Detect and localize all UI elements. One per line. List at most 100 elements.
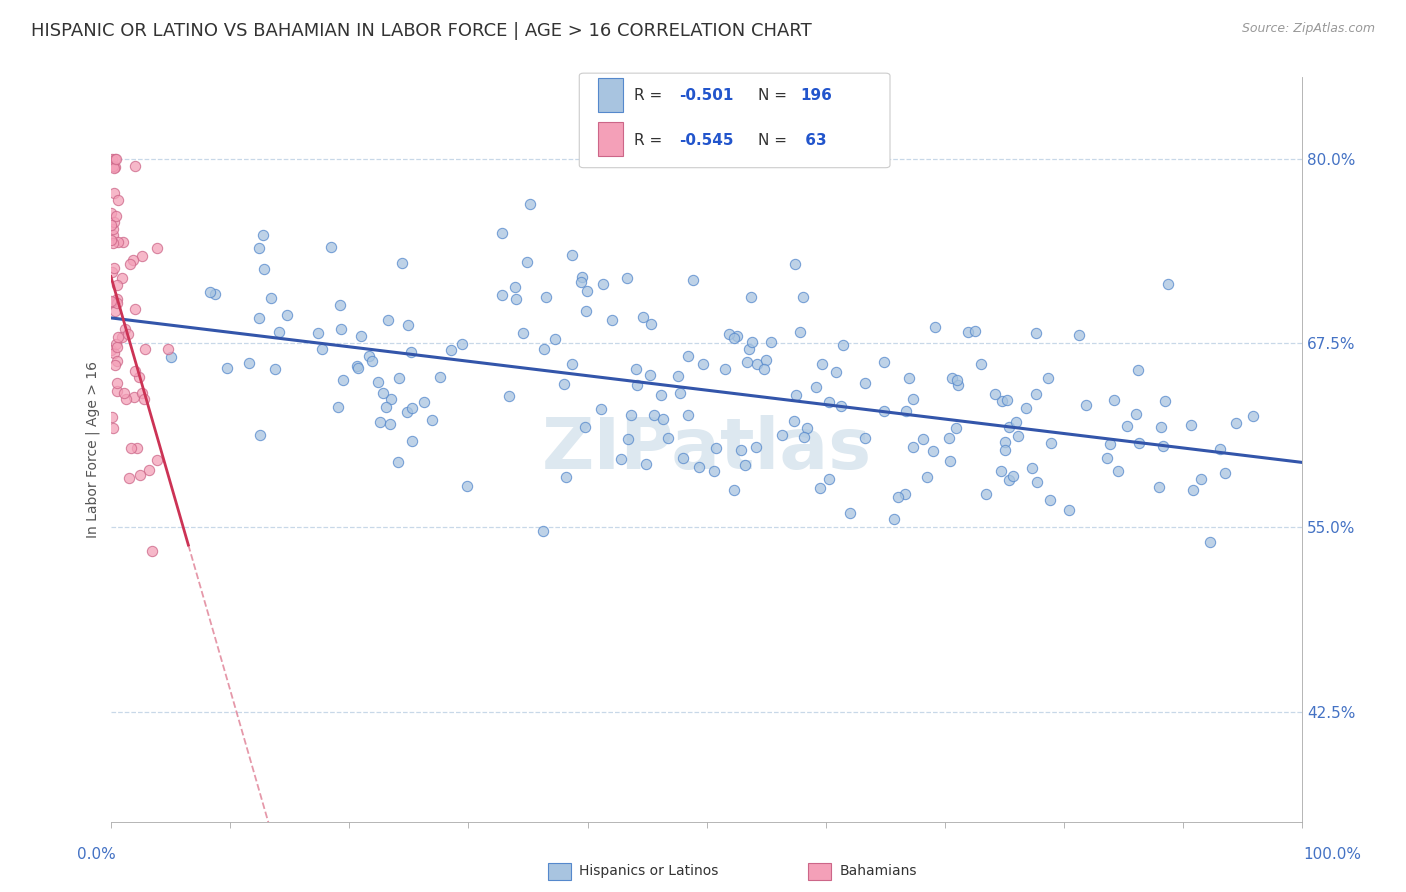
- Point: [830, 400, 852, 414]
- Text: HISPANIC OR LATINO VS BAHAMIAN IN LABOR FORCE | AGE > 16 CORRELATION CHART: HISPANIC OR LATINO VS BAHAMIAN IN LABOR …: [31, 22, 811, 40]
- Point: [198, 285, 221, 299]
- Point: [115, 392, 138, 406]
- Point: [101, 221, 124, 235]
- Point: [941, 371, 963, 385]
- Point: [131, 386, 153, 401]
- Point: [1147, 480, 1170, 494]
- Point: [938, 431, 960, 445]
- Point: [576, 284, 599, 298]
- Point: [215, 360, 238, 375]
- Point: [735, 355, 758, 369]
- Point: [346, 360, 368, 375]
- Point: [759, 335, 782, 350]
- Point: [103, 260, 125, 275]
- Point: [105, 296, 128, 310]
- Point: [544, 332, 567, 346]
- Point: [872, 404, 894, 418]
- Point: [643, 408, 665, 422]
- Point: [117, 326, 139, 341]
- Text: R =: R =: [634, 88, 668, 103]
- Point: [624, 362, 647, 376]
- Point: [103, 215, 125, 229]
- Point: [990, 464, 1012, 478]
- Point: [371, 385, 394, 400]
- Point: [1067, 328, 1090, 343]
- Point: [990, 394, 1012, 409]
- Point: [101, 265, 124, 279]
- Point: [104, 160, 127, 174]
- Point: [307, 326, 329, 340]
- Point: [650, 388, 672, 402]
- Point: [101, 152, 124, 166]
- Point: [141, 543, 163, 558]
- Point: [672, 450, 695, 465]
- Point: [1128, 435, 1150, 450]
- Point: [491, 226, 513, 240]
- Point: [1039, 493, 1062, 508]
- Point: [112, 385, 135, 400]
- Point: [1074, 398, 1097, 412]
- Point: [146, 452, 169, 467]
- Point: [124, 364, 146, 378]
- Point: [249, 428, 271, 442]
- Point: [626, 378, 648, 392]
- Point: [329, 298, 352, 312]
- Point: [157, 342, 180, 356]
- Text: N =: N =: [758, 133, 792, 147]
- Point: [678, 349, 700, 363]
- Point: [1107, 464, 1129, 478]
- Point: [810, 481, 832, 495]
- Point: [105, 340, 128, 354]
- Point: [1040, 436, 1063, 450]
- Point: [894, 487, 917, 501]
- Point: [939, 454, 962, 468]
- Point: [120, 441, 142, 455]
- Point: [575, 304, 598, 318]
- Point: [396, 404, 419, 418]
- Point: [616, 432, 638, 446]
- Point: [631, 310, 654, 324]
- Point: [531, 524, 554, 538]
- Point: [361, 354, 384, 368]
- Point: [105, 354, 128, 368]
- Point: [387, 455, 409, 469]
- Point: [657, 431, 679, 445]
- Point: [561, 357, 583, 371]
- Point: [204, 287, 226, 301]
- Point: [107, 235, 129, 249]
- Point: [380, 417, 402, 431]
- Point: [591, 401, 613, 416]
- Point: [100, 233, 122, 247]
- Point: [783, 414, 806, 428]
- Point: [915, 470, 938, 484]
- Point: [105, 384, 128, 399]
- Point: [107, 330, 129, 344]
- Point: [276, 308, 298, 322]
- Point: [1021, 461, 1043, 475]
- Point: [1189, 472, 1212, 486]
- Point: [730, 443, 752, 458]
- Point: [380, 392, 402, 406]
- Point: [1128, 362, 1150, 376]
- Point: [853, 376, 876, 390]
- Point: [105, 210, 128, 224]
- Point: [838, 506, 860, 520]
- Text: 100.0%: 100.0%: [1303, 847, 1361, 862]
- Point: [963, 324, 986, 338]
- Point: [1059, 503, 1081, 517]
- Point: [253, 262, 276, 277]
- Point: [725, 328, 748, 343]
- Text: N =: N =: [758, 88, 792, 103]
- Point: [401, 401, 423, 415]
- Point: [793, 430, 815, 444]
- Point: [103, 346, 125, 360]
- Point: [785, 388, 807, 402]
- Point: [138, 463, 160, 477]
- Point: [1199, 535, 1222, 549]
- Point: [1036, 370, 1059, 384]
- Point: [429, 370, 451, 384]
- Point: [401, 434, 423, 448]
- Point: [818, 472, 841, 486]
- Point: [1002, 469, 1025, 483]
- Point: [640, 317, 662, 331]
